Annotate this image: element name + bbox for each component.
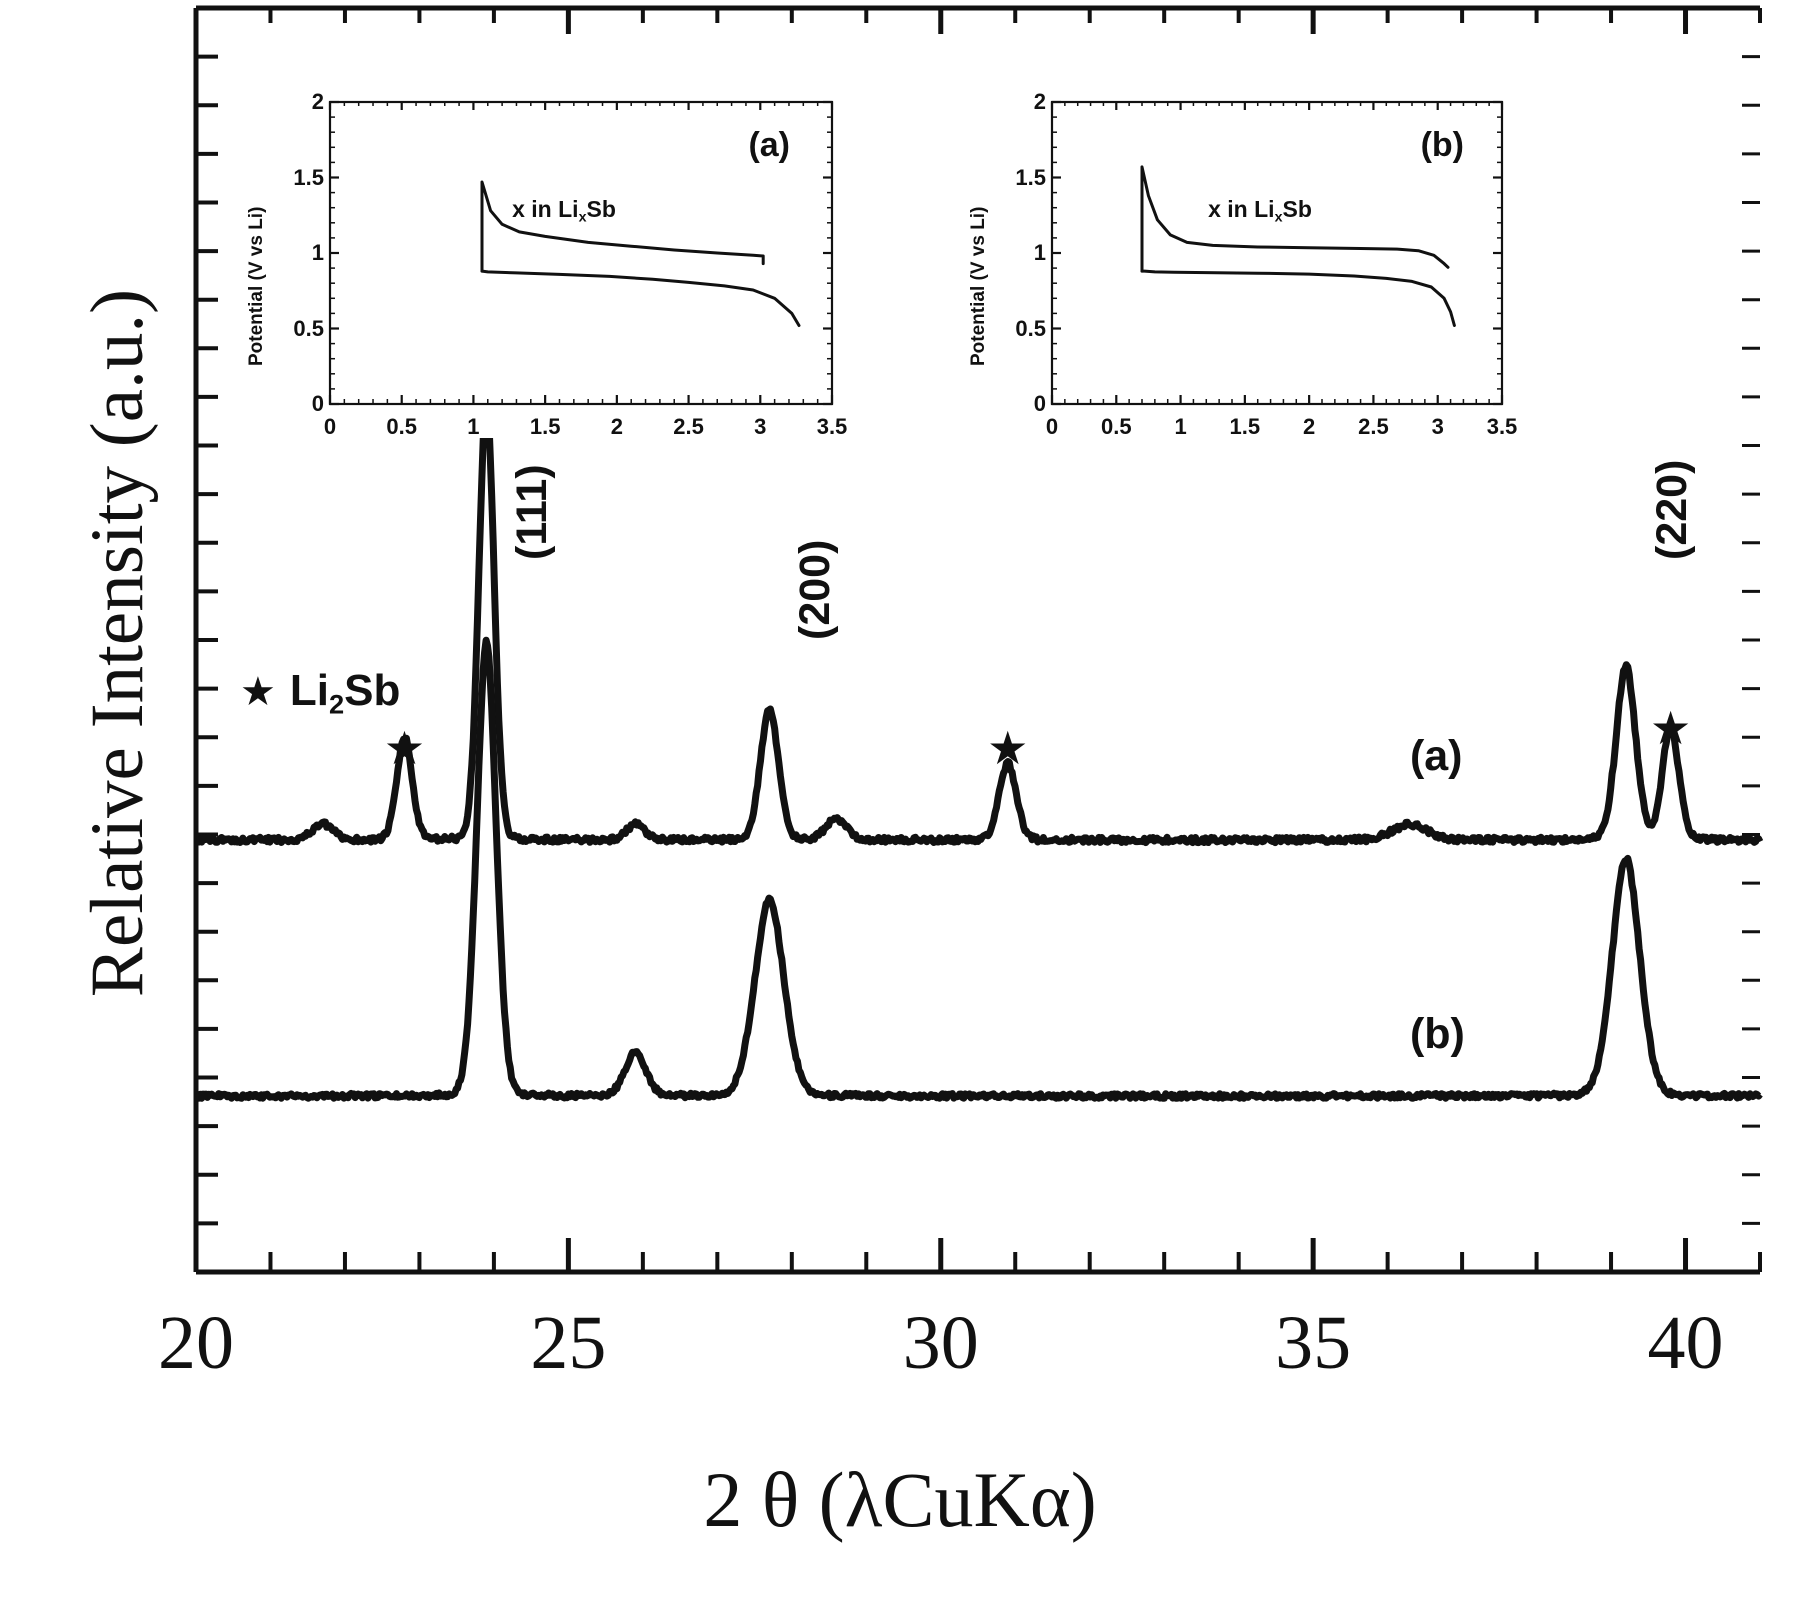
main-traces <box>193 392 1764 1102</box>
inset-x-tick-label: 3.5 <box>1486 414 1518 439</box>
inset-y-tick-label: 0.5 <box>1015 315 1046 341</box>
main-axes <box>193 5 1762 1275</box>
inset-x-tick-label: 0.5 <box>386 414 417 439</box>
inset-a-axes <box>328 100 834 406</box>
inset-a-svg <box>328 100 834 406</box>
legend-li2sb: ★ Li2Sb <box>240 666 400 721</box>
star-icon: ★ <box>987 721 1029 775</box>
inset-x-tick-label: 1.5 <box>1229 414 1261 439</box>
inset-b-traces <box>1140 165 1456 327</box>
inset-b-y-title: Potential (V vs Li) <box>968 206 989 366</box>
inset-x-tick-label: 3 <box>1431 414 1444 439</box>
inset-panel-a: (a) Potential (V vs Li) x in LixSb 0 0.5 1… <box>246 88 847 439</box>
inset-y-tick-label: 2 <box>311 89 324 114</box>
inset-b-axes <box>1050 100 1504 406</box>
inset-x-tick-label: 2 <box>610 414 623 439</box>
inset-x-tick-label: 3 <box>754 414 767 439</box>
inset-x-tick-label: 0 <box>323 414 337 439</box>
inset-x-tick-label: 2.5 <box>673 414 704 439</box>
inset-x-tick-label: 3.5 <box>816 414 848 439</box>
inset-x-tick-label: 1 <box>467 414 480 439</box>
inset-a-panel-label: (a) <box>748 126 790 164</box>
peak-label-200: (200) <box>791 539 840 640</box>
x-tick-label: 35 <box>1275 1301 1352 1385</box>
inset-y-tick-label: 0 <box>311 391 324 416</box>
inset-y-tick-label: 1.5 <box>293 164 324 190</box>
inset-x-tick-label: 2 <box>1303 414 1316 439</box>
x-tick-label: 30 <box>902 1301 979 1385</box>
x-tick-label: 25 <box>530 1301 607 1385</box>
star-icon: ★ <box>1650 701 1692 755</box>
x-tick-label: 40 <box>1647 1301 1724 1385</box>
inset-y-tick-label: 2 <box>1033 89 1046 114</box>
inset-b-panel-label: (b) <box>1420 126 1464 164</box>
x-axis-title: 2 θ (λCuKα) <box>703 1456 1097 1543</box>
inset-x-tick-label: 1 <box>1174 414 1187 439</box>
legend-formula: Li2Sb <box>289 666 401 720</box>
inset-y-tick-label: 1 <box>1033 240 1046 265</box>
star-icon: ★ <box>240 669 276 715</box>
inset-a-x-title: x in LixSb <box>512 196 616 226</box>
inset-a-traces <box>480 180 801 327</box>
x-tick-label: 20 <box>158 1301 234 1385</box>
inset-panel-b: (b) Potential (V vs Li) x in LixSb 0 0.5 1… <box>968 88 1517 439</box>
inset-y-tick-label: 0 <box>1033 391 1046 416</box>
inset-x-tick-label: 0.5 <box>1100 414 1132 439</box>
peak-label-220: (220) <box>1647 459 1696 560</box>
inset-a-y-title: Potential (V vs Li) <box>246 206 267 366</box>
peak-label-111: (111) <box>508 464 557 560</box>
inset-y-tick-label: 1.5 <box>1015 164 1046 190</box>
inset-b-svg <box>1050 100 1504 406</box>
inset-y-tick-label: 0.5 <box>293 315 324 341</box>
inset-x-tick-label: 1.5 <box>529 414 561 439</box>
inset-x-tick-label: 0 <box>1045 414 1059 439</box>
inset-b-x-title: x in LixSb <box>1208 196 1312 226</box>
inset-y-tick-label: 1 <box>311 240 324 265</box>
star-icon: ★ <box>383 721 426 775</box>
series-label-b: (b) <box>1409 1010 1465 1058</box>
inset-x-tick-label: 2.5 <box>1358 414 1389 439</box>
series-label-a: (a) <box>1409 732 1463 780</box>
